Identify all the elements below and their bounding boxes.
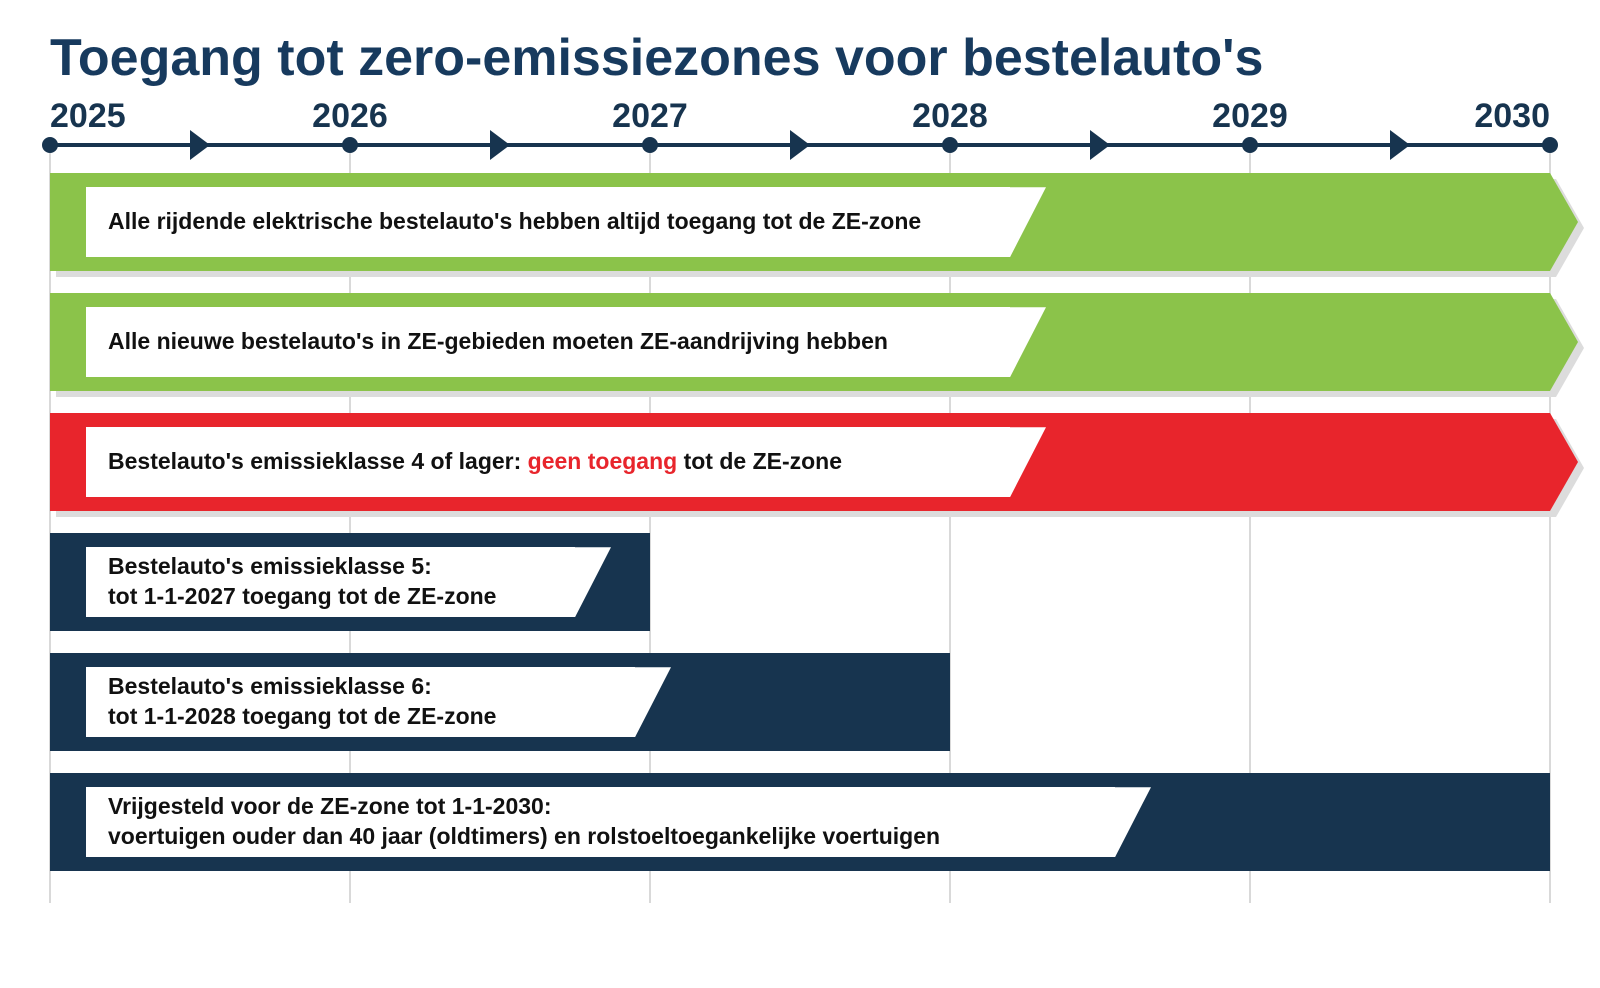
year-label-2030: 2030 bbox=[1474, 97, 1550, 136]
year-label-2029: 2029 bbox=[1212, 97, 1288, 136]
row-new-ze: Alle nieuwe bestelauto's in ZE-gebieden … bbox=[50, 293, 1550, 391]
row-label: Vrijgesteld voor de ZE-zone tot 1-1-2030… bbox=[86, 787, 1115, 857]
highlight-text: geen toegang bbox=[528, 448, 678, 474]
year-label-2025: 2025 bbox=[50, 97, 126, 136]
row-label: Bestelauto's emissieklasse 6: tot 1-1-20… bbox=[86, 667, 635, 737]
year-dot-2027 bbox=[642, 137, 658, 153]
year-label-2028: 2028 bbox=[912, 97, 988, 136]
row-label: Bestelauto's emissieklasse 5: tot 1-1-20… bbox=[86, 547, 575, 617]
row-label-text: Alle nieuwe bestelauto's in ZE-gebieden … bbox=[108, 327, 888, 357]
row-class6: Bestelauto's emissieklasse 6: tot 1-1-20… bbox=[50, 653, 1550, 751]
year-dot-2030 bbox=[1542, 137, 1558, 153]
arrow-icon bbox=[1550, 413, 1578, 511]
year-dot-2028 bbox=[942, 137, 958, 153]
label-part: Bestelauto's emissieklasse 4 of lager: bbox=[108, 448, 528, 474]
axis-arrow-1 bbox=[490, 130, 510, 160]
year-dot-2029 bbox=[1242, 137, 1258, 153]
year-dot-2025 bbox=[42, 137, 58, 153]
label-part: tot de ZE-zone bbox=[677, 448, 842, 474]
row-label-text: Alle rijdende elektrische bestelauto's h… bbox=[108, 207, 921, 237]
axis-arrow-3 bbox=[1090, 130, 1110, 160]
row-electric: Alle rijdende elektrische bestelauto's h… bbox=[50, 173, 1550, 271]
label-part: Bestelauto's emissieklasse 5: tot 1-1-20… bbox=[108, 553, 496, 609]
axis-arrow-2 bbox=[790, 130, 810, 160]
row-exempt: Vrijgesteld voor de ZE-zone tot 1-1-2030… bbox=[50, 773, 1550, 871]
label-part: Vrijgesteld voor de ZE-zone tot 1-1-2030… bbox=[108, 793, 940, 849]
label-part: Alle rijdende elektrische bestelauto's h… bbox=[108, 208, 921, 234]
row-label-text: Bestelauto's emissieklasse 6: tot 1-1-20… bbox=[108, 672, 496, 732]
row-label: Alle rijdende elektrische bestelauto's h… bbox=[86, 187, 1010, 257]
row-class4: Bestelauto's emissieklasse 4 of lager: g… bbox=[50, 413, 1550, 511]
arrow-icon bbox=[1550, 293, 1578, 391]
page-title: Toegang tot zero-emissiezones voor beste… bbox=[50, 30, 1550, 87]
year-label-2026: 2026 bbox=[312, 97, 388, 136]
row-label-text: Vrijgesteld voor de ZE-zone tot 1-1-2030… bbox=[108, 792, 940, 852]
row-label-text: Bestelauto's emissieklasse 4 of lager: g… bbox=[108, 447, 842, 477]
year-label-2027: 2027 bbox=[612, 97, 688, 136]
rows-container: Alle rijdende elektrische bestelauto's h… bbox=[50, 173, 1550, 893]
arrow-icon bbox=[1550, 173, 1578, 271]
label-part: Bestelauto's emissieklasse 6: tot 1-1-20… bbox=[108, 673, 496, 729]
row-label-text: Bestelauto's emissieklasse 5: tot 1-1-20… bbox=[108, 552, 496, 612]
row-class5: Bestelauto's emissieklasse 5: tot 1-1-20… bbox=[50, 533, 1550, 631]
timeline-axis: 2025 2026 2027 2028 2029 2030 bbox=[50, 97, 1550, 167]
label-part: Alle nieuwe bestelauto's in ZE-gebieden … bbox=[108, 328, 888, 354]
row-label: Bestelauto's emissieklasse 4 of lager: g… bbox=[86, 427, 1010, 497]
year-dot-2026 bbox=[342, 137, 358, 153]
axis-arrow-0 bbox=[190, 130, 210, 160]
axis-arrow-4 bbox=[1390, 130, 1410, 160]
row-label: Alle nieuwe bestelauto's in ZE-gebieden … bbox=[86, 307, 1010, 377]
